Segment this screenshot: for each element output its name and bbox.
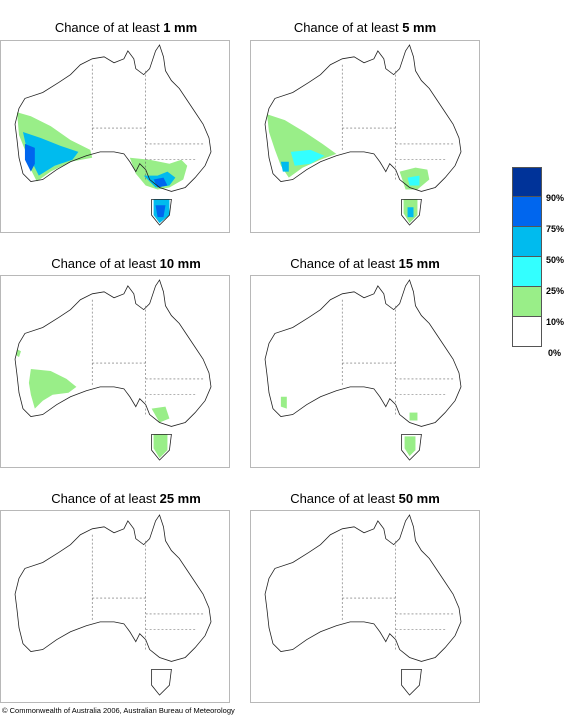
map-panel-1mm [0,40,230,233]
rain-shading-1mm [17,112,188,224]
legend-label-25: 25% [546,286,565,296]
legend-label-10: 10% [546,317,565,327]
australia-map-1mm [14,44,212,226]
panel-title-prefix: Chance of at least [290,491,399,506]
rain-shading-5mm [267,114,430,224]
probability-legend [512,167,542,347]
legend-label-75: 75% [546,224,565,234]
map-panel-15mm [250,275,480,468]
map-panel-25mm [0,510,230,703]
panel-title-1mm: Chance of at least 1 mm [10,20,242,35]
legend-label-50: 50% [546,255,565,265]
panel-title-prefix: Chance of at least [51,491,160,506]
legend-swatch-50 [512,227,542,257]
australia-map-15mm [264,279,462,461]
panel-title-prefix: Chance of at least [290,256,399,271]
legend-swatch-10 [512,287,542,317]
map-panel-50mm [250,510,480,703]
panel-title-25mm: Chance of at least 25 mm [10,491,242,506]
legend-swatch-0 [512,317,542,347]
panel-title-amount: 15 mm [398,256,440,271]
panel-title-amount: 1 mm [163,20,198,35]
australia-map-5mm [264,44,462,226]
legend-label-90: 90% [546,193,565,203]
rain-shading-10mm [16,349,170,459]
legend-swatch-25 [512,257,542,287]
legend-label-0: 0% [548,348,562,358]
panel-title-amount: 5 mm [402,20,437,35]
map-panel-5mm [250,40,480,233]
australia-map-10mm [14,279,212,461]
copyright-notice: © Commonwealth of Australia 2006, Austra… [2,706,235,715]
panel-title-5mm: Chance of at least 5 mm [249,20,481,35]
map-panel-10mm [0,275,230,468]
panel-title-amount: 25 mm [159,491,201,506]
panel-title-amount: 50 mm [398,491,440,506]
australia-map-25mm [14,514,212,696]
panel-title-15mm: Chance of at least 15 mm [249,256,481,271]
panel-title-50mm: Chance of at least 50 mm [249,491,481,506]
panel-title-10mm: Chance of at least 10 mm [10,256,242,271]
legend-swatch-75 [512,197,542,227]
panel-title-prefix: Chance of at least [54,20,164,35]
panel-title-prefix: Chance of at least [51,256,160,271]
panel-title-amount: 10 mm [159,256,201,271]
legend-swatch-90 [512,167,542,197]
australia-map-50mm [264,514,462,696]
rain-shading-15mm [280,396,418,457]
panel-title-prefix: Chance of at least [293,20,403,35]
